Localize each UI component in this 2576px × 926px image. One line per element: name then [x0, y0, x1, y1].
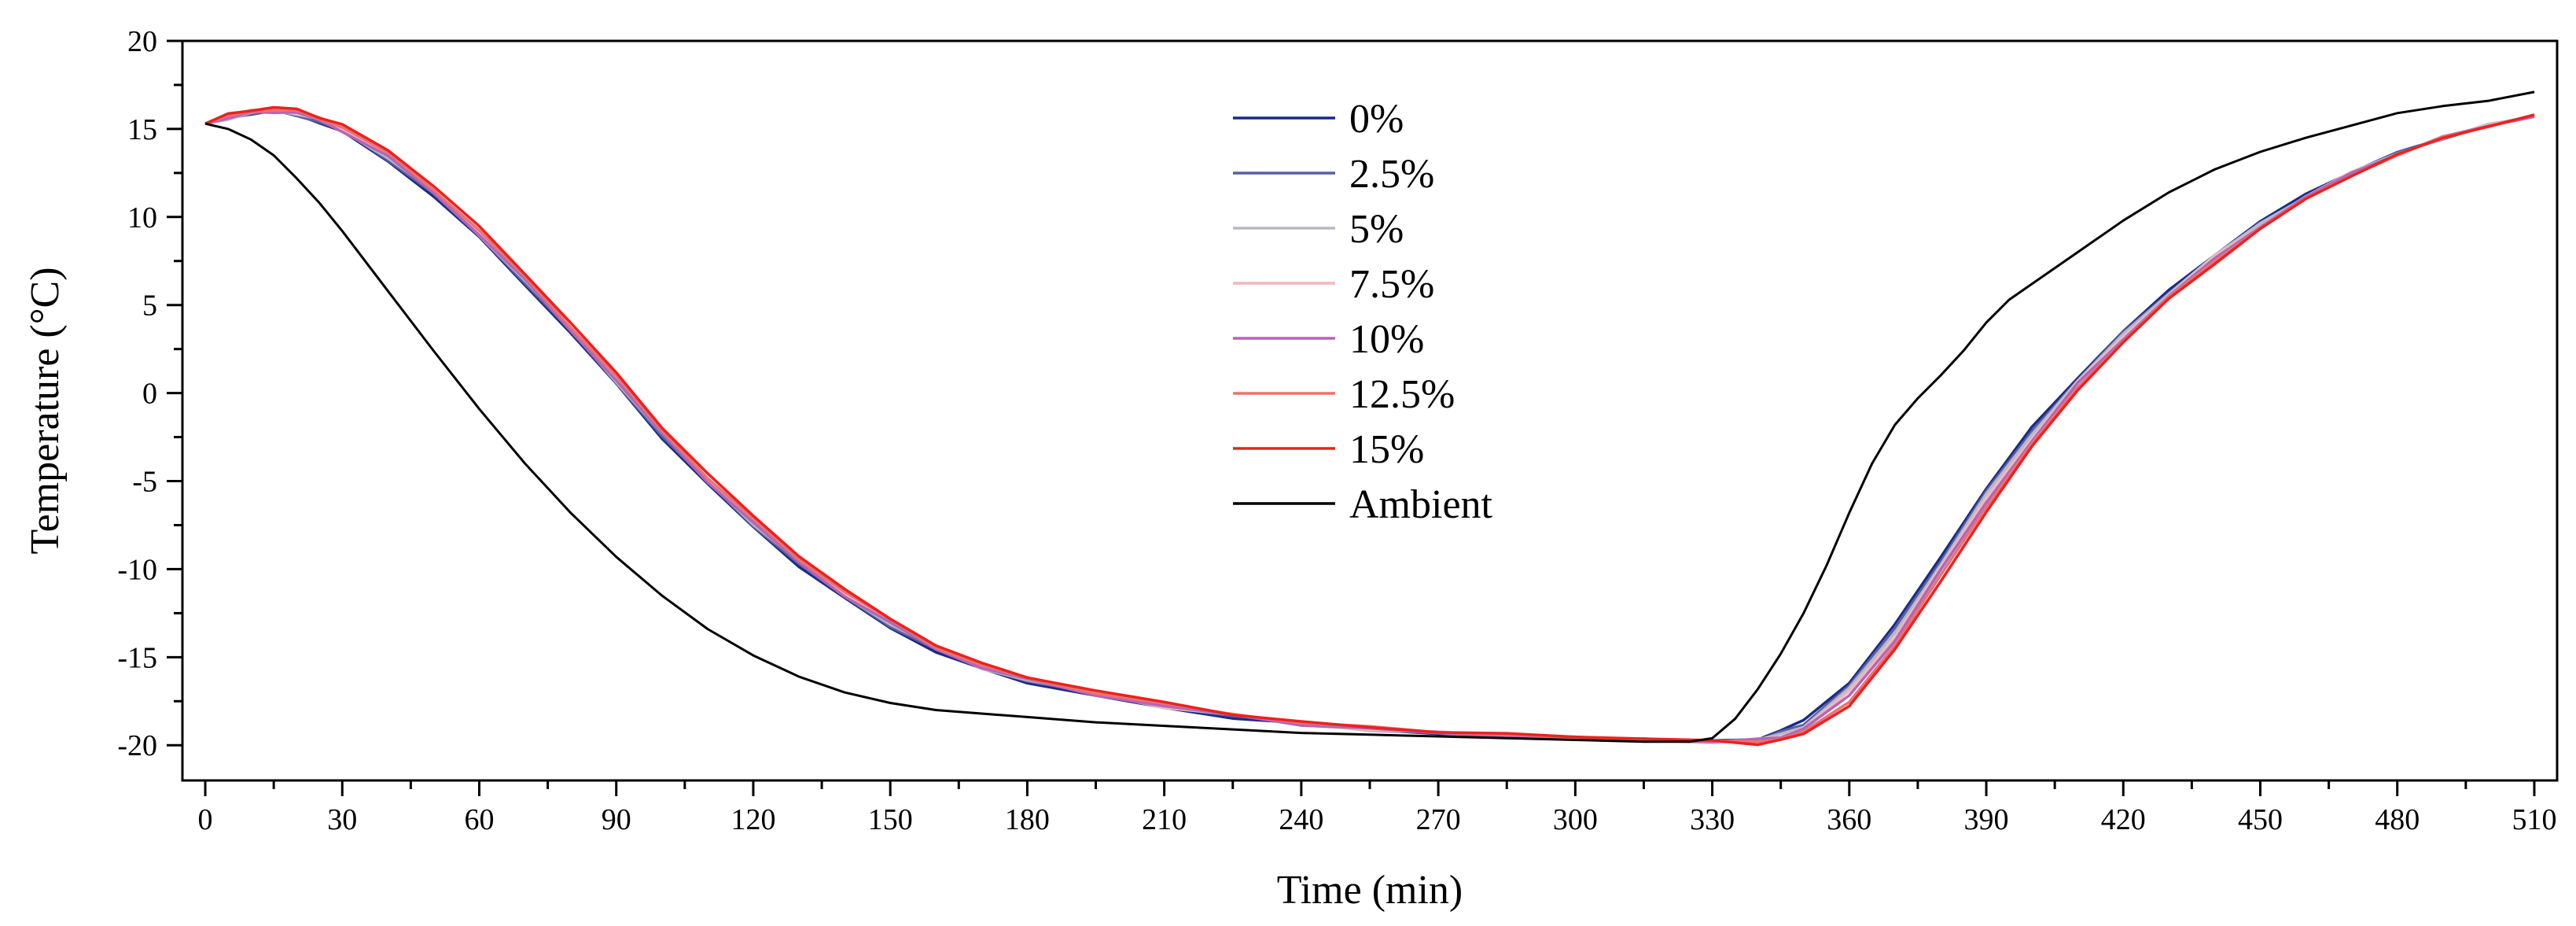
y-tick-label: -5 [132, 466, 157, 499]
x-tick-label: 270 [1416, 803, 1461, 836]
legend-label: Ambient [1349, 482, 1493, 527]
legend-label: 15% [1349, 427, 1424, 472]
legend-label: 10% [1349, 317, 1424, 362]
x-tick-label: 180 [1005, 803, 1050, 836]
x-tick-label: 330 [1690, 803, 1735, 836]
x-axis-ticks [204, 780, 2536, 796]
y-axis-tick-labels: 20 15 10 5 0 -5 -10 -15 -20 [117, 25, 157, 762]
y-tick-label: 15 [127, 113, 157, 146]
y-axis-ticks [167, 39, 182, 747]
legend-label: 5% [1349, 207, 1404, 252]
x-tick-label: 60 [465, 803, 495, 836]
x-tick-label: 90 [602, 803, 631, 836]
x-tick-label: 300 [1553, 803, 1598, 836]
y-tick-label: -20 [117, 729, 157, 762]
y-tick-label: -15 [117, 641, 157, 674]
y-tick-label: 0 [142, 378, 157, 411]
y-tick-label: 20 [127, 25, 157, 58]
x-tick-label: 0 [198, 803, 213, 836]
series-lines [204, 90, 2535, 747]
legend: 0% 2.5% 5% 7.5% 10% 12.5% 15% Ambient [1233, 97, 1493, 527]
legend-label: 2.5% [1349, 152, 1434, 197]
y-tick-label: -10 [117, 553, 157, 586]
x-tick-label: 360 [1827, 803, 1871, 836]
x-tick-label: 30 [327, 803, 357, 836]
x-axis-title: Time (min) [1277, 868, 1463, 913]
y-axis-title: Temperature (°C) [23, 267, 68, 554]
plot-area-frame [181, 39, 2559, 782]
x-tick-label: 480 [2375, 803, 2420, 836]
x-tick-label: 510 [2512, 803, 2556, 836]
series-line-ambient [204, 90, 2535, 743]
x-tick-label: 240 [1279, 803, 1323, 836]
x-tick-label: 390 [1964, 803, 2009, 836]
series-line-15pct [204, 105, 2535, 747]
legend-label: 12.5% [1349, 372, 1455, 417]
x-tick-label: 120 [730, 803, 775, 836]
y-tick-label: 10 [127, 201, 157, 234]
x-tick-label: 150 [868, 803, 913, 836]
x-tick-label: 450 [2238, 803, 2283, 836]
x-tick-label: 420 [2101, 803, 2146, 836]
x-axis-tick-labels: 0 30 60 90 120 150 180 210 240 270 300 330 360 390 420… [198, 803, 2557, 836]
y-tick-label: 5 [142, 290, 157, 323]
legend-label: 7.5% [1349, 262, 1434, 307]
x-tick-label: 210 [1142, 803, 1187, 836]
legend-label: 0% [1349, 97, 1404, 142]
